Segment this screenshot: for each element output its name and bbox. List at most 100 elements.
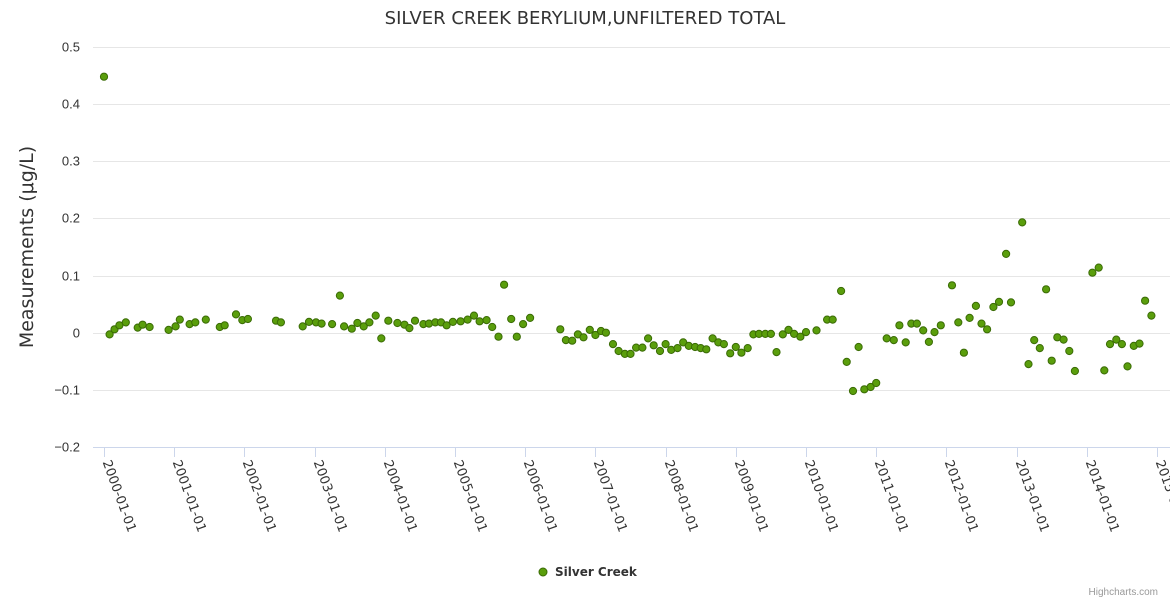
data-point[interactable] xyxy=(175,315,184,324)
data-point[interactable] xyxy=(731,342,740,352)
data-point[interactable] xyxy=(837,286,846,296)
data-point[interactable] xyxy=(469,311,479,320)
data-point[interactable] xyxy=(512,332,521,341)
data-point[interactable] xyxy=(456,317,465,326)
data-point[interactable] xyxy=(673,344,682,353)
data-point[interactable] xyxy=(772,348,781,357)
data-point[interactable] xyxy=(591,330,600,340)
data-point[interactable] xyxy=(608,340,618,349)
data-point[interactable] xyxy=(377,334,386,343)
data-point[interactable] xyxy=(1018,218,1027,227)
data-point[interactable] xyxy=(1135,339,1144,348)
data-point[interactable] xyxy=(1030,336,1039,345)
data-point[interactable] xyxy=(488,322,497,332)
data-point[interactable] xyxy=(304,317,314,326)
data-point[interactable] xyxy=(243,314,252,324)
data-point[interactable] xyxy=(924,337,934,346)
data-point[interactable] xyxy=(959,348,969,357)
data-point[interactable] xyxy=(347,324,356,333)
legend-label-silver-creek[interactable]: Silver Creek xyxy=(555,565,638,579)
data-point[interactable] xyxy=(649,341,658,350)
data-point[interactable] xyxy=(231,310,241,319)
data-point[interactable] xyxy=(994,297,1004,306)
data-point[interactable] xyxy=(1105,340,1115,349)
data-point[interactable] xyxy=(99,72,109,81)
data-point[interactable] xyxy=(500,280,509,289)
data-point[interactable] xyxy=(702,345,711,354)
data-point[interactable] xyxy=(882,334,891,343)
data-point[interactable] xyxy=(526,313,535,322)
data-point[interactable] xyxy=(164,325,173,334)
data-point[interactable] xyxy=(410,316,420,325)
data-point[interactable] xyxy=(1094,263,1103,272)
data-point[interactable] xyxy=(105,330,114,339)
data-point[interactable] xyxy=(579,333,588,342)
data-point[interactable] xyxy=(585,325,594,334)
data-point[interactable] xyxy=(1117,340,1127,349)
data-point[interactable] xyxy=(138,320,147,329)
data-point[interactable] xyxy=(901,338,910,347)
data-point[interactable] xyxy=(519,320,528,329)
data-point[interactable] xyxy=(626,349,635,358)
data-point[interactable] xyxy=(854,342,863,352)
data-point[interactable] xyxy=(507,314,516,324)
data-point[interactable] xyxy=(359,322,368,331)
data-point[interactable] xyxy=(638,343,647,352)
data-point[interactable] xyxy=(766,329,776,338)
data-point[interactable] xyxy=(644,334,653,343)
data-point[interactable] xyxy=(393,318,402,328)
data-point[interactable] xyxy=(930,328,939,337)
data-point[interactable] xyxy=(842,357,851,366)
data-point[interactable] xyxy=(1047,356,1056,365)
data-point[interactable] xyxy=(655,346,665,356)
data-point[interactable] xyxy=(1088,268,1097,277)
data-point[interactable] xyxy=(365,318,374,327)
data-point[interactable] xyxy=(1024,360,1033,369)
data-point[interactable] xyxy=(201,315,210,324)
data-point[interactable] xyxy=(989,302,998,312)
data-point[interactable] xyxy=(145,322,154,332)
credits-link[interactable]: Highcharts.com xyxy=(1089,587,1158,598)
data-point[interactable] xyxy=(889,336,898,345)
data-point[interactable] xyxy=(317,319,326,328)
data-point[interactable] xyxy=(848,386,858,396)
data-point[interactable] xyxy=(191,318,200,327)
data-point[interactable] xyxy=(919,326,928,335)
data-point[interactable] xyxy=(328,320,337,329)
data-point[interactable] xyxy=(1042,285,1051,294)
data-point[interactable] xyxy=(872,378,881,388)
data-point[interactable] xyxy=(784,325,793,334)
data-point[interactable] xyxy=(708,334,717,343)
data-point[interactable] xyxy=(796,332,805,341)
data-point[interactable] xyxy=(335,291,344,300)
data-point[interactable] xyxy=(384,316,393,325)
data-point[interactable] xyxy=(1123,362,1132,371)
data-point[interactable] xyxy=(936,321,945,330)
data-point[interactable] xyxy=(737,348,746,357)
data-point[interactable] xyxy=(475,317,484,326)
data-point[interactable] xyxy=(1002,249,1011,258)
data-point[interactable] xyxy=(743,344,752,353)
data-point[interactable] xyxy=(1147,311,1156,320)
data-point[interactable] xyxy=(298,322,307,331)
data-point[interactable] xyxy=(947,281,957,290)
data-point[interactable] xyxy=(482,316,491,325)
data-point[interactable] xyxy=(812,326,821,335)
data-point[interactable] xyxy=(353,318,362,328)
data-point[interactable] xyxy=(494,332,503,341)
data-point[interactable] xyxy=(220,321,229,330)
data-point[interactable] xyxy=(983,325,992,334)
data-point[interactable] xyxy=(121,318,130,327)
data-point[interactable] xyxy=(778,330,787,339)
data-point[interactable] xyxy=(1070,366,1080,376)
data-point[interactable] xyxy=(568,336,577,345)
data-point[interactable] xyxy=(828,315,837,324)
data-point[interactable] xyxy=(954,318,963,327)
data-point[interactable] xyxy=(340,322,349,331)
data-point[interactable] xyxy=(171,322,180,331)
data-point[interactable] xyxy=(1065,346,1074,356)
data-point[interactable] xyxy=(895,321,904,330)
data-point[interactable] xyxy=(977,319,986,328)
data-point[interactable] xyxy=(661,340,670,349)
data-point[interactable] xyxy=(1059,335,1068,344)
